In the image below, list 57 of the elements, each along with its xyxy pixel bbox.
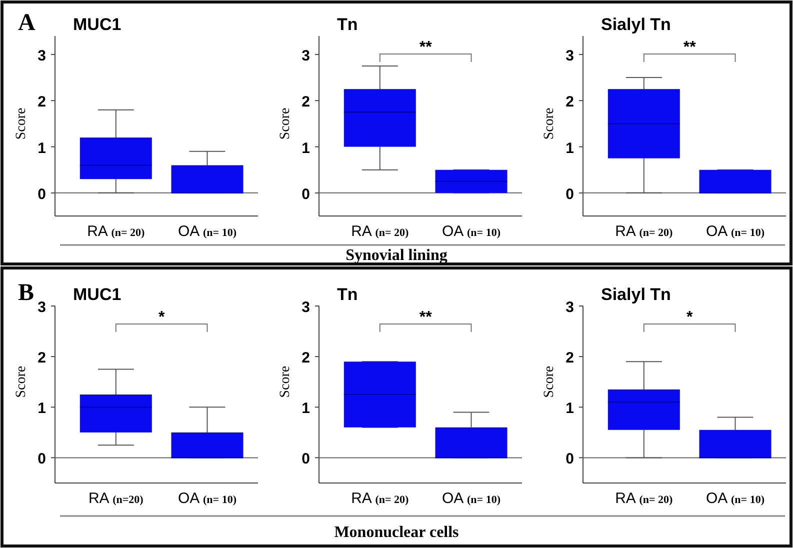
y-tick-label: 3 <box>566 299 574 316</box>
annotation: ** <box>683 39 697 56</box>
y-axis-title: Score <box>542 366 557 398</box>
y-tick-label: 0 <box>38 186 46 203</box>
y-axis-title: Score <box>14 366 29 398</box>
x-tick-label: OA (n= 10) <box>706 490 765 507</box>
annotation: * <box>158 309 166 326</box>
text: Mononuclear cells <box>334 524 459 541</box>
y-tick-label: 1 <box>38 400 46 418</box>
text: Synovial lining <box>346 247 448 264</box>
x-tick-label: RA (n= 20) <box>615 223 674 240</box>
x-tick-label: RA (n= 20) <box>615 490 674 507</box>
y-tick-label: 3 <box>302 47 310 64</box>
x-tick-label: RA (n= 20) <box>351 223 410 240</box>
x-tick-label: RA (n= 20) <box>351 490 410 507</box>
y-tick-label: 1 <box>566 400 574 418</box>
text: A <box>18 10 36 36</box>
y-tick-label: 1 <box>302 400 310 418</box>
x-tick-label: RA (n=20) <box>88 490 144 507</box>
y-tick-label: 0 <box>566 186 574 203</box>
y-tick-label: 0 <box>38 450 46 468</box>
y-tick-label: 2 <box>566 350 574 367</box>
annotation: ** <box>419 39 433 56</box>
chart-title: Sialyl Tn <box>601 15 671 34</box>
chart-title: Tn <box>337 285 358 304</box>
y-tick-label: 0 <box>302 450 310 468</box>
annotation: ** <box>419 309 433 326</box>
y-tick-label: 2 <box>302 350 310 367</box>
x-tick-label: OA (n= 10) <box>442 223 501 240</box>
y-axis-title: Score <box>542 108 557 140</box>
y-axis-title: Score <box>14 108 29 140</box>
y-tick-label: 2 <box>302 94 310 111</box>
y-tick-label: 2 <box>566 94 574 111</box>
y-tick-label: 3 <box>566 47 574 64</box>
x-tick-label: RA (n= 20) <box>87 223 146 240</box>
y-tick-label: 3 <box>38 47 46 64</box>
x-tick-label: OA (n= 10) <box>178 490 237 507</box>
annotation: * <box>686 309 694 326</box>
x-tick-label: OA (n= 10) <box>178 223 237 240</box>
y-tick-label: 3 <box>38 299 46 316</box>
y-tick-label: 1 <box>38 140 46 157</box>
y-tick-label: 0 <box>566 450 574 468</box>
y-tick-label: 1 <box>566 140 574 157</box>
chart-title: Tn <box>337 15 358 34</box>
chart-title: Sialyl Tn <box>601 285 671 304</box>
y-tick-label: 1 <box>302 140 310 157</box>
y-tick-label: 2 <box>38 350 46 367</box>
text: B <box>18 280 34 306</box>
y-tick-label: 3 <box>302 299 310 316</box>
x-tick-label: OA (n= 10) <box>442 490 501 507</box>
y-tick-label: 0 <box>302 186 310 203</box>
y-tick-label: 2 <box>38 94 46 111</box>
chart-title: MUC1 <box>73 285 122 304</box>
y-axis-title: Score <box>278 366 293 398</box>
chart-title: MUC1 <box>73 15 122 34</box>
y-axis-title: Score <box>278 108 293 140</box>
x-tick-label: OA (n= 10) <box>706 223 765 240</box>
